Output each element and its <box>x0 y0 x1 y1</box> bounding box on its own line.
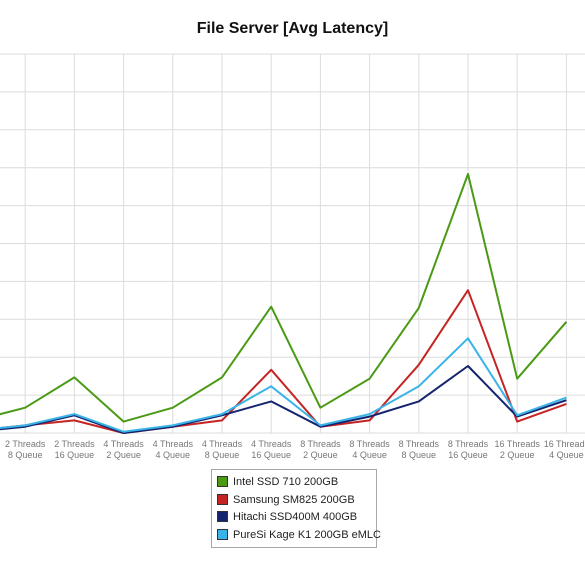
x-tick-label: 8 Threads <box>300 439 341 449</box>
legend-item: PureSi Kage K1 200GB eMLC <box>217 527 381 545</box>
x-tick-label: 16 Queue <box>251 450 291 460</box>
x-tick-label: 2 Threads <box>5 439 46 449</box>
x-tick-label: 4 Threads <box>153 439 194 449</box>
legend-label: Samsung SM825 200GB <box>233 493 355 506</box>
x-tick-label: 2 Queue <box>303 450 338 460</box>
legend-item: Samsung SM825 200GB <box>217 492 376 510</box>
legend-item: Hitachi SSD400M 400GB <box>217 509 376 527</box>
x-tick-label: 8 Threads <box>349 439 390 449</box>
grid-lines <box>0 53 585 434</box>
x-tick-label: 2 Threads <box>54 439 95 449</box>
x-tick-label: 8 Threads <box>448 439 489 449</box>
x-tick-label: 8 Threads <box>399 439 440 449</box>
series-line-0 <box>0 173 568 423</box>
x-tick-label: 2 Queue <box>106 450 141 460</box>
legend-item: Intel SSD 710 200GB <box>217 474 376 492</box>
x-tick-label: 4 Queue <box>549 450 584 460</box>
x-tick-label: 8 Queue <box>205 450 240 460</box>
x-tick-label: 4 Threads <box>251 439 292 449</box>
legend-swatch <box>217 476 228 487</box>
legend-label: Intel SSD 710 200GB <box>233 476 339 488</box>
legend-swatch <box>217 528 228 540</box>
chart-title: File Server [Avg Latency] <box>196 20 389 37</box>
x-tick-label: 16 Queue <box>55 450 95 460</box>
legend: Intel SSD 710 200GB Samsung SM825 200GB Hi… <box>211 469 381 548</box>
series-line-2 <box>0 365 567 434</box>
x-tick-label: 4 Threads <box>103 439 144 449</box>
x-tick-label: 8 Queue <box>402 450 437 460</box>
x-tick-label: 16 Threads <box>495 439 541 449</box>
legend-swatch <box>217 511 228 522</box>
legend-label: Hitachi SSD400M 400GB <box>233 511 358 523</box>
x-tick-label: 8 Queue <box>8 450 43 460</box>
series-lines <box>0 173 568 434</box>
x-tick-label: 16 Threads <box>544 439 585 449</box>
x-tick-label: 4 Queue <box>156 450 191 460</box>
x-tick-label: 4 Threads <box>202 439 243 449</box>
x-tick-label: 2 Queue <box>500 450 535 460</box>
legend-swatch <box>217 493 228 505</box>
x-tick-label: 16 Queue <box>448 450 488 460</box>
legend-label: PureSi Kage K1 200GB eMLC <box>233 528 381 541</box>
series-line-1 <box>0 289 567 434</box>
x-tick-label: 4 Queue <box>352 450 387 460</box>
series-line-3 <box>0 337 567 433</box>
